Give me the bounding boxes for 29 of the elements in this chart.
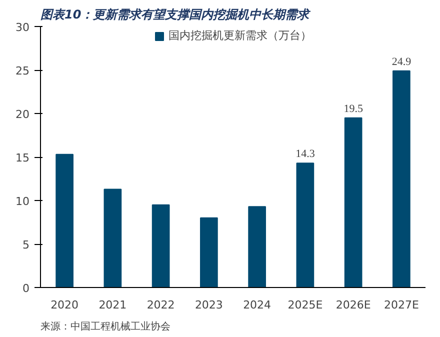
y-tick-label: 15 xyxy=(16,152,30,164)
y-tick-label: 0 xyxy=(22,282,30,295)
bar xyxy=(392,70,410,288)
y-tick-label: 5 xyxy=(22,238,30,252)
x-tick-label: 2023 xyxy=(194,298,223,312)
bar xyxy=(344,117,362,288)
bar xyxy=(200,217,218,288)
bar xyxy=(56,154,74,288)
x-tick-label: 2020 xyxy=(50,298,79,312)
bar xyxy=(152,204,170,288)
data-label: 24.9 xyxy=(392,56,412,68)
x-tick-label: 2021 xyxy=(98,298,127,312)
y-tick-label: 10 xyxy=(16,195,30,208)
data-label: 19.5 xyxy=(344,102,364,115)
bar xyxy=(104,188,122,288)
y-tick-label: 25 xyxy=(16,64,30,78)
y-tick-label: 20 xyxy=(16,108,30,121)
bar xyxy=(248,206,266,288)
legend-label: 国内挖掘机更新需求（万台） xyxy=(168,28,312,43)
x-tick-label: 2024 xyxy=(243,298,272,312)
data-label: 14.3 xyxy=(296,148,316,160)
chart-title: 图表10：更新需求有望支撑国内挖掘机中长期需求 xyxy=(40,8,312,22)
x-tick-label: 2027E xyxy=(384,298,419,312)
x-tick-label: 2022 xyxy=(146,298,175,312)
x-tick-label: 2025E xyxy=(288,298,323,312)
y-tick-label: 30 xyxy=(16,21,30,34)
bar xyxy=(296,162,314,288)
source-note: 来源：中国工程机械工业协会 xyxy=(40,320,170,332)
x-tick-label: 2026E xyxy=(336,298,371,312)
